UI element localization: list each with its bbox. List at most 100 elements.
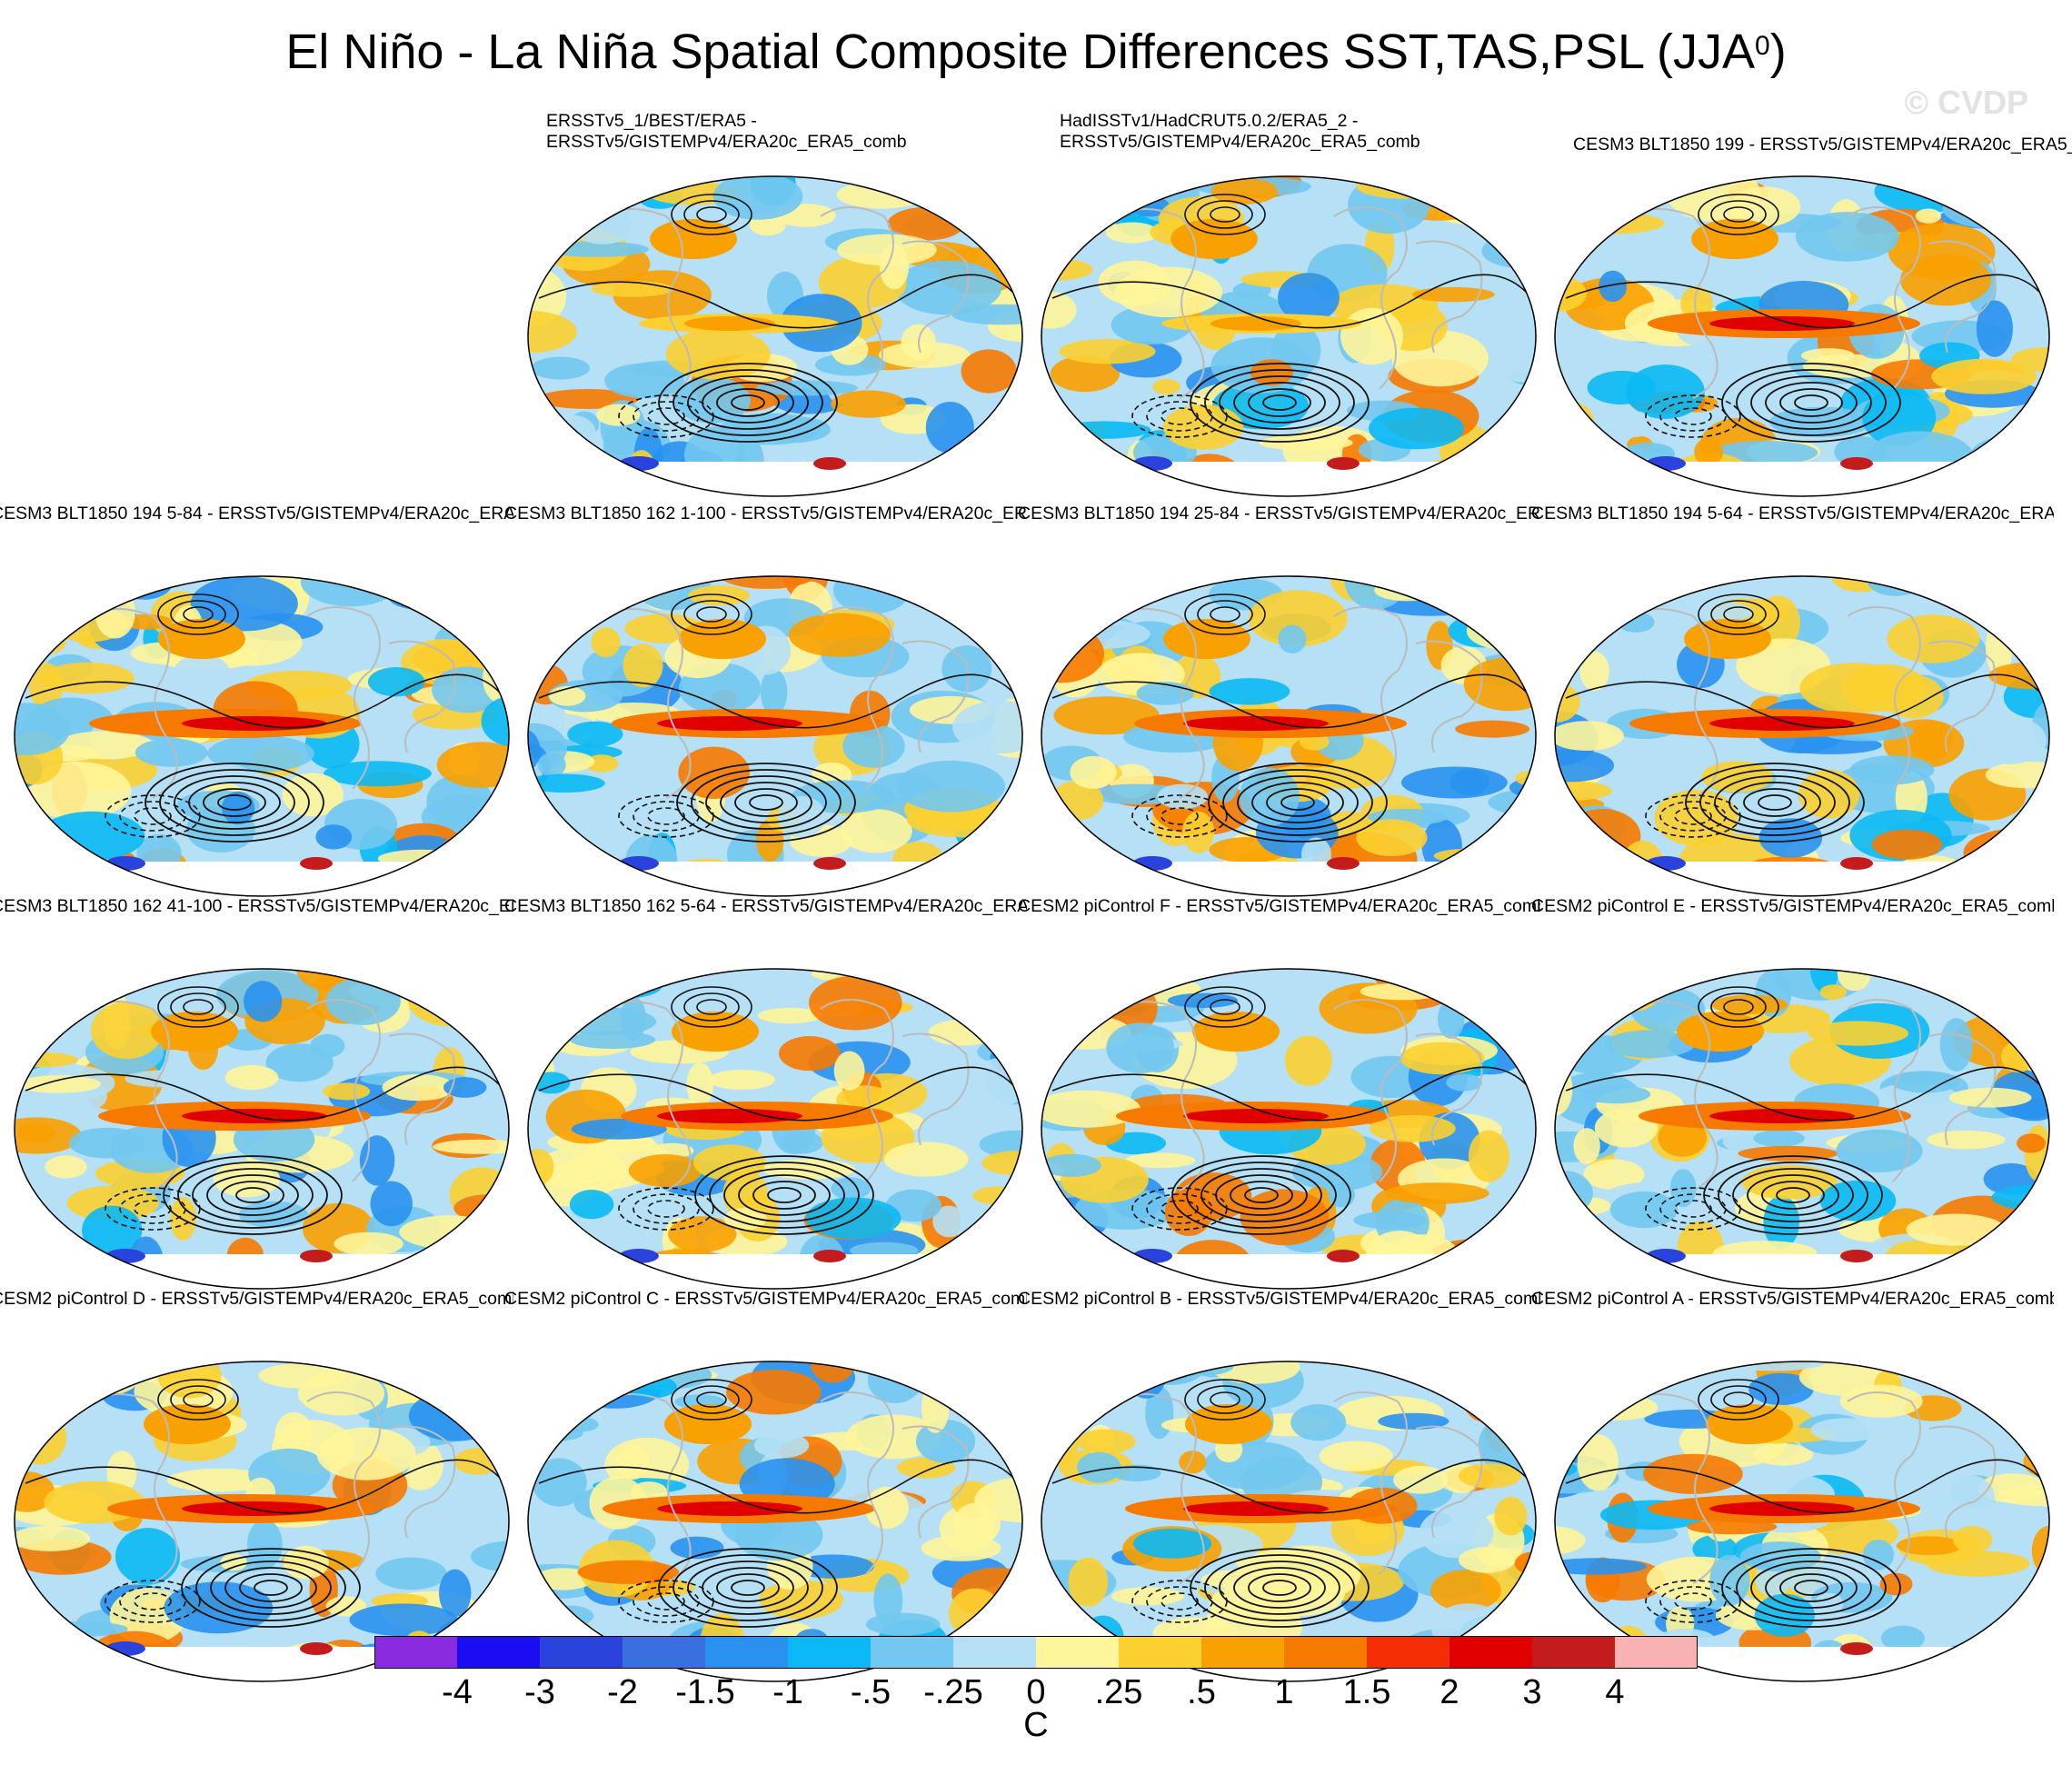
psl-contour <box>1685 763 1865 843</box>
anomaly-blob <box>1408 1363 1484 1389</box>
anomaly-blob <box>749 747 778 791</box>
colorbar-swatch <box>623 1636 705 1669</box>
psl-contour-negative <box>1131 1580 1228 1623</box>
anomaly-blob <box>1555 612 1594 646</box>
psl-contour <box>1248 1573 1311 1602</box>
anomaly-blob <box>2020 229 2049 267</box>
anomaly-blob <box>928 1019 997 1046</box>
psl-contour-negative <box>1146 1193 1213 1224</box>
map-panel: ERSSTv5_1/BEST/ERA5 - ERSSTv5/GISTEMPv4/… <box>521 111 1030 516</box>
anomaly-blob <box>15 1361 75 1379</box>
colorbar-swatch <box>1284 1636 1367 1669</box>
anomaly-blob <box>1975 1366 2049 1418</box>
anomaly-blob <box>433 1139 509 1154</box>
anomaly-blob <box>316 1427 416 1481</box>
anomaly-blob <box>1798 769 1860 819</box>
psl-contour-negative <box>1161 1592 1199 1610</box>
psl-contour-negative <box>1146 1586 1213 1617</box>
psl-contour <box>1761 1181 1825 1210</box>
anomaly-blob <box>481 695 509 747</box>
psl-contour <box>709 1162 860 1229</box>
anomaly-blob <box>1472 1011 1536 1031</box>
psl-contour <box>738 1174 831 1216</box>
anomaly-blob <box>1953 1525 1993 1553</box>
psl-contour-negative <box>1674 807 1712 825</box>
psl-contour <box>144 763 324 843</box>
north-pacific-anomaly <box>1185 1404 1272 1444</box>
anomaly-blob <box>1014 1200 1022 1215</box>
anomaly-blob <box>450 969 509 1013</box>
anomaly-blob <box>1042 1361 1127 1393</box>
coastline <box>70 606 456 799</box>
anomaly-blob <box>591 281 673 297</box>
anomaly-blob <box>1754 1593 1815 1637</box>
anomaly-blob <box>528 1411 581 1427</box>
anomaly-blob <box>941 177 1017 218</box>
anomaly-blob <box>939 1391 1011 1413</box>
anomaly-blob <box>1605 1030 1696 1059</box>
anomaly-blob <box>972 1057 1022 1107</box>
anomaly-blob <box>578 969 621 993</box>
north-pacific-anomaly <box>144 1404 231 1444</box>
equatorial-core <box>1183 1109 1329 1123</box>
panel-label: CESM2 piControl C - ERSSTv5/GISTEMPv4/ER… <box>504 1289 1027 1309</box>
anomaly-blob <box>597 1361 642 1377</box>
anomaly-blob <box>45 1155 87 1179</box>
psl-contour <box>163 1155 343 1235</box>
anomaly-blob <box>831 390 906 418</box>
anomaly-blob <box>1284 1035 1332 1086</box>
anomaly-blob <box>1995 1001 2028 1051</box>
colorbar <box>374 1636 1698 1669</box>
anomaly-blob <box>1577 1434 1619 1491</box>
colorbar-tick-label: 2 <box>1439 1673 1459 1711</box>
anomaly-blob <box>382 1073 455 1102</box>
psl-contour <box>1190 1548 1370 1628</box>
anomaly-blob <box>1871 829 1943 860</box>
globe-outline <box>527 1361 1023 1682</box>
anomaly-blob <box>755 380 858 396</box>
psl-contour <box>1233 1567 1326 1609</box>
anomaly-blob <box>1041 292 1077 329</box>
psl-contour <box>1714 775 1836 830</box>
anomaly-blob <box>532 1458 587 1507</box>
colorbar-swatch <box>374 1636 457 1669</box>
psl-contour <box>683 1385 740 1414</box>
anomaly-blob <box>1680 601 1753 623</box>
psl-contour-negative <box>618 394 714 438</box>
anomaly-blob <box>1459 1547 1516 1573</box>
anomaly-blob <box>164 1581 274 1634</box>
psl-contour-negative <box>1659 1586 1727 1617</box>
anomaly-blob <box>1384 1182 1489 1204</box>
anomaly-blob <box>1915 208 1941 224</box>
psl-contour-negative <box>1674 1200 1712 1218</box>
psl-contour <box>1262 1580 1297 1596</box>
anomaly-blob <box>537 753 566 777</box>
anomaly-blob <box>1041 1153 1101 1177</box>
anomaly-blob <box>1658 1118 1707 1157</box>
anomaly-blob <box>1555 417 1596 439</box>
anomaly-blob <box>65 1361 141 1397</box>
globe-map <box>1041 575 1537 897</box>
anomaly-blob <box>1555 191 1612 249</box>
psl-contour-zero <box>538 1459 1022 1514</box>
anomaly-blob <box>1880 1625 1925 1651</box>
anomaly-blob <box>1041 583 1098 614</box>
north-pacific-anomaly <box>650 219 737 259</box>
anomaly-blob <box>1500 176 1536 234</box>
equatorial-core <box>1709 1501 1855 1516</box>
anomaly-blob <box>1906 1213 2006 1246</box>
psl-contour <box>1244 1187 1279 1203</box>
anomaly-blob <box>1041 1190 1067 1222</box>
psl-contour <box>731 394 765 411</box>
anomaly-blob <box>1583 1159 1645 1190</box>
psl-contour <box>1197 992 1253 1022</box>
polar-warm-spot <box>300 857 333 870</box>
anomaly-blob <box>349 1603 458 1637</box>
psl-contour-zero <box>1565 1459 2049 1514</box>
psl-contour <box>1732 1168 1854 1222</box>
anomaly-blob <box>1369 407 1464 450</box>
anomaly-blob <box>528 310 577 354</box>
colorbar-tick-label: -3 <box>524 1673 555 1711</box>
anomaly-blob <box>408 1390 503 1441</box>
globe-map <box>527 575 1023 897</box>
